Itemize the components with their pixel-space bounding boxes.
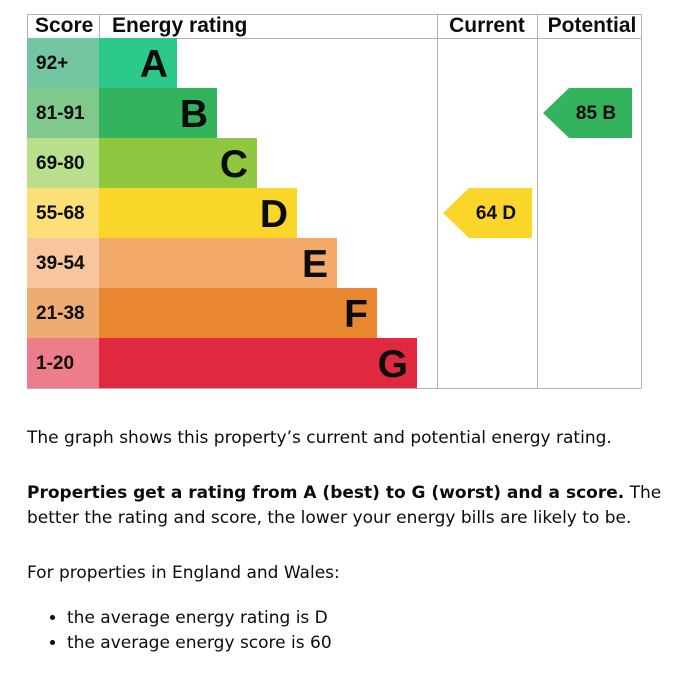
band-g: 1-20 G: [27, 338, 417, 388]
band-b: 81-91 B: [27, 88, 217, 138]
score-cell-g: [27, 338, 99, 388]
rating-rest-text: The better the rating and score, the low…: [27, 483, 662, 528]
band-letter-f: F: [344, 293, 368, 336]
band-c: 69-80 C: [27, 138, 257, 188]
score-range-b: 81-91: [36, 103, 85, 124]
current-rating-arrow: 64 D: [443, 188, 532, 238]
score-range-f: 21-38: [36, 303, 85, 324]
score-range-c: 69-80: [36, 153, 85, 174]
score-range-g: 1-20: [36, 353, 74, 374]
bar-g: [99, 338, 417, 388]
score-cell-c: [27, 138, 99, 188]
rating-explanation: Properties get a rating from A (best) to…: [27, 481, 667, 531]
bar-e: [99, 238, 337, 288]
band-letter-b: B: [180, 93, 208, 136]
current-rating-arrow-label: 64 D: [476, 203, 516, 224]
current-rating-arrow-shape: [443, 188, 532, 238]
band-letter-a: A: [140, 43, 168, 86]
score-cell-e: [27, 238, 99, 288]
epc-chart: 92+ A81-91 B69-80 C55-68 D39-54 E21-38 F1-20 G …: [27, 14, 642, 389]
rating-bold-text: Properties get a rating from A (best) to…: [27, 483, 625, 503]
list-item: the average energy score is 60: [67, 631, 332, 656]
score-cell-d: [27, 188, 99, 238]
bar-c: [99, 138, 257, 188]
average-list: the average energy rating is D the avera…: [27, 606, 332, 656]
score-range-a: 92+: [36, 53, 68, 74]
header-energy-rating: Energy rating: [112, 14, 247, 37]
bar-d: [99, 188, 297, 238]
band-letter-c: C: [220, 143, 248, 186]
potential-rating-arrow-label: 85 B: [576, 103, 616, 124]
score-cell-a: [27, 38, 99, 88]
score-cell-f: [27, 288, 99, 338]
band-e: 39-54 E: [27, 238, 337, 288]
rating-bands: 92+ A 81-91 B 69-80 C 55-68 D 39-54 E 21-38 F 1-20 G: [27, 38, 417, 388]
band-d: 55-68 D: [27, 188, 297, 238]
bar-a: [99, 38, 177, 88]
band-letter-g: G: [378, 343, 408, 386]
potential-rating-arrow: 85 B: [543, 88, 632, 138]
header-potential: Potential: [548, 14, 637, 37]
intro-paragraph: The graph shows this property’s current …: [27, 428, 612, 448]
score-cell-b: [27, 88, 99, 138]
list-item: the average energy rating is D: [67, 606, 332, 631]
region-text: For properties in England and Wales:: [27, 561, 667, 586]
score-range-e: 39-54: [36, 253, 85, 274]
band-letter-d: D: [260, 193, 288, 236]
header-current: Current: [449, 14, 525, 37]
header-score: Score: [35, 14, 93, 37]
rating-arrows: 64 D 85 B: [443, 88, 632, 238]
region-paragraph: For properties in England and Wales:: [27, 563, 340, 583]
bar-b: [99, 88, 217, 138]
bar-f: [99, 288, 377, 338]
intro-text: The graph shows this property’s current …: [27, 426, 667, 451]
band-letter-e: E: [302, 243, 328, 286]
score-range-d: 55-68: [36, 203, 85, 224]
chart-headers: Score Energy rating Current Potential: [35, 14, 636, 37]
potential-rating-arrow-shape: [543, 88, 632, 138]
band-a: 92+ A: [27, 38, 177, 88]
band-f: 21-38 F: [27, 288, 377, 338]
